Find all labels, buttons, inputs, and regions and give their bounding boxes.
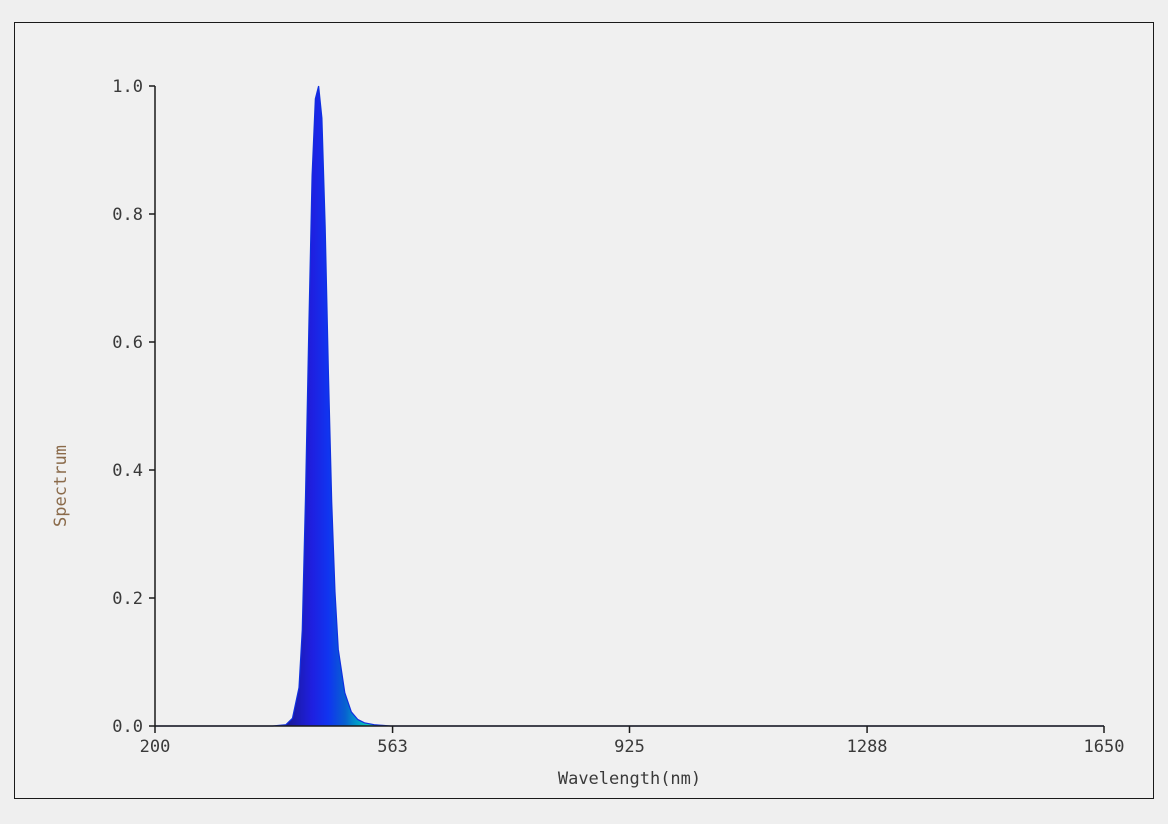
labels-layer: 0.0 0.2 0.4 0.6 0.8 1.0 200 563 925 1288 1650 Wavel… <box>51 77 1124 789</box>
y-tick-label-5: 1.0 <box>112 77 143 97</box>
x-tick-label-0: 200 <box>140 737 171 757</box>
spectrum-area-0 <box>155 86 1104 726</box>
x-axis-title: Wavelength(nm) <box>558 769 701 789</box>
y-tick-label-3: 0.6 <box>112 333 143 353</box>
chart-frame <box>14 22 1154 799</box>
y-tick-label-1: 0.2 <box>112 589 143 609</box>
y-tick-label-4: 0.8 <box>112 205 143 225</box>
y-tick-label-0: 0.0 <box>112 717 143 737</box>
y-axis-title: Spectrum <box>51 445 71 527</box>
series-layer <box>155 85 1104 727</box>
y-tick-label-2: 0.4 <box>112 461 143 481</box>
spectrum-line-0 <box>155 85 1104 727</box>
x-tick-label-1: 563 <box>377 737 408 757</box>
x-tick-label-2: 925 <box>614 737 645 757</box>
axes-layer <box>149 85 1105 733</box>
x-tick-label-3: 1288 <box>847 737 888 757</box>
x-tick-label-4: 1650 <box>1084 737 1125 757</box>
